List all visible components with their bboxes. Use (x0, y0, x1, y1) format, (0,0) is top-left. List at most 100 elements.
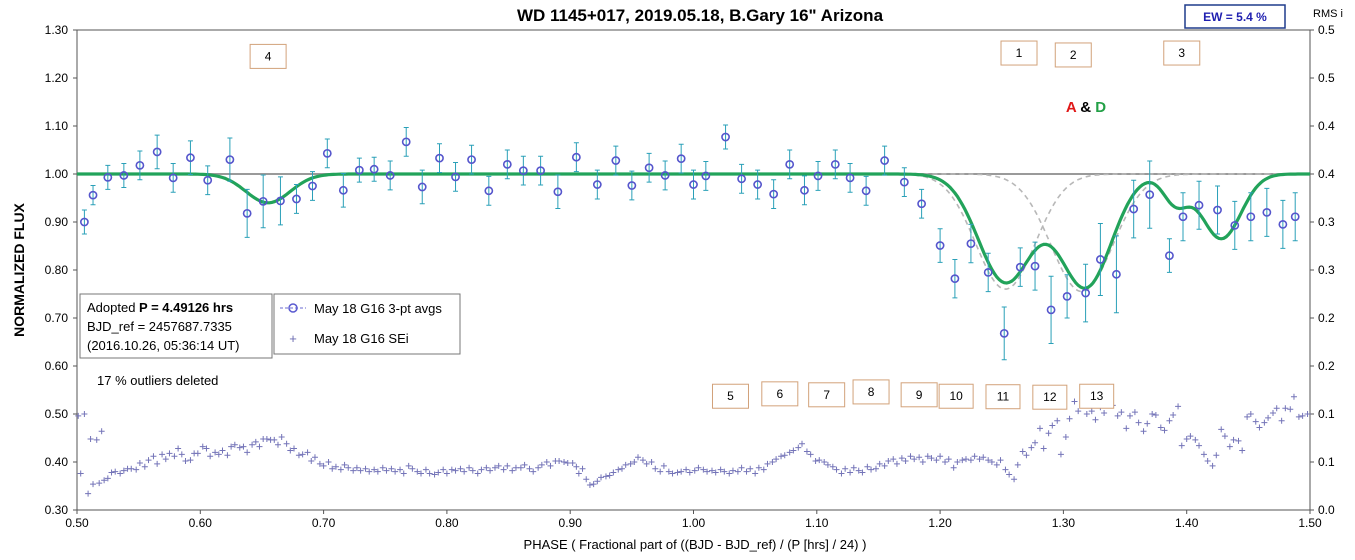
error-bar (1280, 199, 1286, 249)
sei-point (487, 467, 494, 474)
error-bar (968, 223, 974, 264)
sei-point (287, 447, 294, 454)
sei-point (175, 445, 182, 452)
sei-point (643, 460, 650, 467)
avg-point (571, 152, 581, 162)
sei-point (864, 463, 871, 470)
sei-point (1239, 447, 1246, 454)
sei-point (971, 453, 978, 460)
avg-point (242, 208, 252, 218)
sei-point (807, 451, 814, 458)
sei-point (141, 463, 148, 470)
sei-point (769, 459, 776, 465)
avg-point (1230, 220, 1240, 230)
sei-point (1175, 403, 1182, 410)
sei-point (786, 449, 793, 456)
sei-point (1123, 425, 1130, 432)
error-bar (403, 126, 409, 157)
avg-point (1262, 207, 1272, 217)
y2-tick-label: 0.2 (1318, 311, 1335, 325)
sei-point (924, 453, 931, 460)
error-bar (678, 143, 684, 174)
info-line-3: (2016.10.26, 05:36:14 UT) (87, 338, 240, 353)
sei-point (316, 460, 323, 467)
y-tick-label: 0.50 (45, 407, 69, 421)
y-tick-label: 0.30 (45, 503, 69, 517)
avg-point (401, 137, 411, 147)
sei-point (665, 468, 672, 475)
error-bar (90, 185, 96, 206)
sei-point (821, 459, 828, 465)
sei-point (171, 453, 178, 460)
avg-point (451, 172, 460, 182)
y-axis-label: NORMALIZED FLUX (11, 202, 27, 336)
y-tick-label: 0.90 (45, 215, 69, 229)
error-bar (187, 140, 193, 175)
sei-point (610, 469, 617, 476)
avg-point (1246, 212, 1256, 222)
avg-point (935, 241, 945, 250)
dip-label-box (1032, 384, 1068, 410)
sei-point (371, 466, 378, 473)
sei-point (98, 428, 105, 435)
sei-point (1265, 414, 1272, 421)
legend (273, 293, 461, 355)
error-bar (371, 156, 377, 182)
sei-point (108, 469, 115, 476)
dip-label-box (985, 384, 1021, 410)
sei-point (795, 444, 802, 451)
sei-point (615, 466, 622, 473)
sei-point (575, 470, 582, 477)
dip-label: 9 (916, 388, 923, 402)
sei-point (120, 467, 127, 474)
sei-point (491, 464, 498, 471)
dip-label-box (808, 382, 846, 408)
sei-point (1083, 411, 1090, 417)
sei-point (631, 459, 638, 465)
sei-point (959, 457, 966, 464)
sei-point (236, 444, 243, 451)
sei-point (1170, 411, 1177, 418)
error-bar (137, 150, 143, 181)
sei-point (1032, 439, 1039, 446)
avg-point (1062, 291, 1072, 301)
sei-point (829, 463, 836, 470)
sei-point (538, 461, 545, 468)
dip-label: 1 (1016, 46, 1023, 60)
error-bar (1196, 180, 1202, 230)
dashed-component-curve (878, 173, 1283, 290)
dip-label: 3 (1178, 46, 1185, 60)
avg-point (676, 154, 686, 164)
sei-point (1166, 417, 1173, 424)
error-bar (81, 209, 87, 235)
sei-point (850, 464, 857, 471)
sei-point (543, 459, 550, 465)
sei-point (660, 462, 667, 469)
sei-point (526, 465, 533, 472)
sei-point (1036, 425, 1043, 432)
sei-point (271, 436, 278, 443)
sei-point (842, 465, 849, 472)
sei-point (283, 440, 290, 447)
sei-point (128, 465, 135, 472)
avg-point (644, 163, 654, 173)
error-bar (723, 124, 729, 150)
sei-point (1049, 422, 1056, 429)
y-tick-label: 0.70 (45, 311, 69, 325)
avg-point (1178, 212, 1188, 222)
axis-ticks: 0.50 0.60 0.70 0.80 0.90 1.00 1.10 1.20 1.30 1.40… (45, 23, 1335, 530)
avg-point (1046, 305, 1056, 315)
sei-point (85, 490, 92, 497)
sei-point (911, 456, 918, 463)
sei-point (985, 457, 992, 464)
x-tick-label: 1.20 (928, 516, 952, 530)
sei-point (263, 435, 270, 442)
sei-point (993, 461, 1000, 468)
error-bar (573, 142, 579, 173)
error-bar (1166, 238, 1172, 273)
sei-point (357, 467, 364, 474)
sei-point (721, 468, 728, 475)
y2-tick-label: 0.3 (1318, 263, 1335, 277)
y2-tick-label: 0.5 (1318, 71, 1335, 85)
